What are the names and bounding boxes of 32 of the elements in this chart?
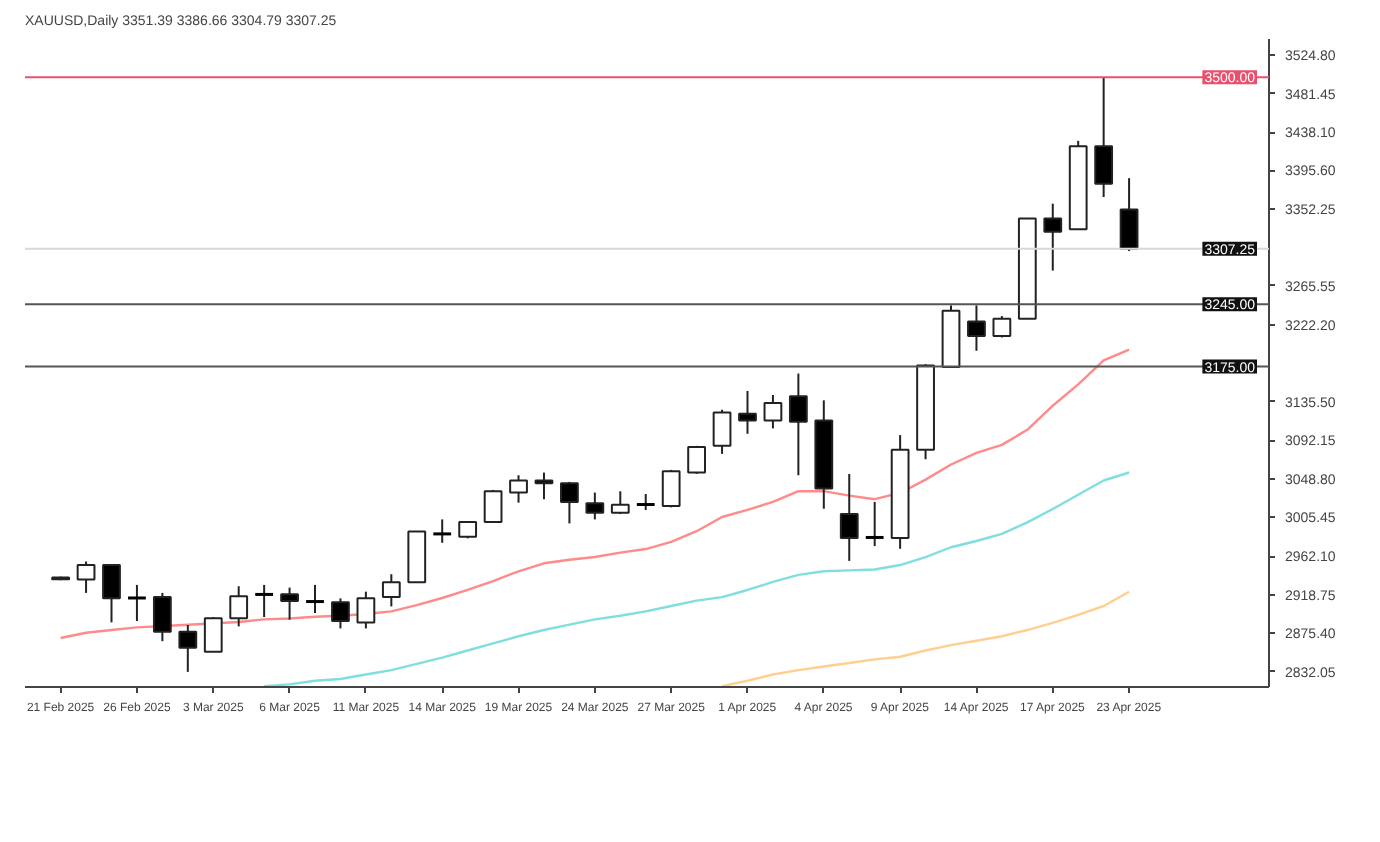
line-series xyxy=(59,348,1131,640)
candlestick xyxy=(509,474,528,504)
candlestick xyxy=(687,444,706,475)
candlestick xyxy=(585,491,605,521)
candlestick xyxy=(788,372,808,477)
line-series xyxy=(262,471,1131,687)
candlestick xyxy=(738,389,757,435)
candlestick xyxy=(203,616,223,653)
candlestick xyxy=(1119,177,1139,253)
candlestick xyxy=(356,590,376,630)
candlestick xyxy=(560,480,579,525)
candlestick xyxy=(102,563,121,624)
candlestick xyxy=(967,304,986,352)
candlestick xyxy=(1094,76,1114,198)
candlestick xyxy=(431,518,453,544)
candlestick xyxy=(763,393,783,430)
candlestick xyxy=(229,585,249,628)
candlestick xyxy=(253,583,275,619)
candlestick xyxy=(76,560,96,594)
candlestick xyxy=(864,500,886,548)
line-series xyxy=(720,590,1131,687)
candlestick xyxy=(178,624,198,673)
candlestick xyxy=(304,583,326,615)
candlestick xyxy=(1043,202,1063,272)
candlestick xyxy=(126,583,148,623)
candlestick xyxy=(331,597,350,630)
candlestick xyxy=(483,488,503,524)
candlestick xyxy=(712,408,732,455)
candlestick xyxy=(280,586,299,621)
candlestick xyxy=(839,472,859,562)
candlestick xyxy=(381,573,401,608)
candlestick xyxy=(152,591,172,643)
